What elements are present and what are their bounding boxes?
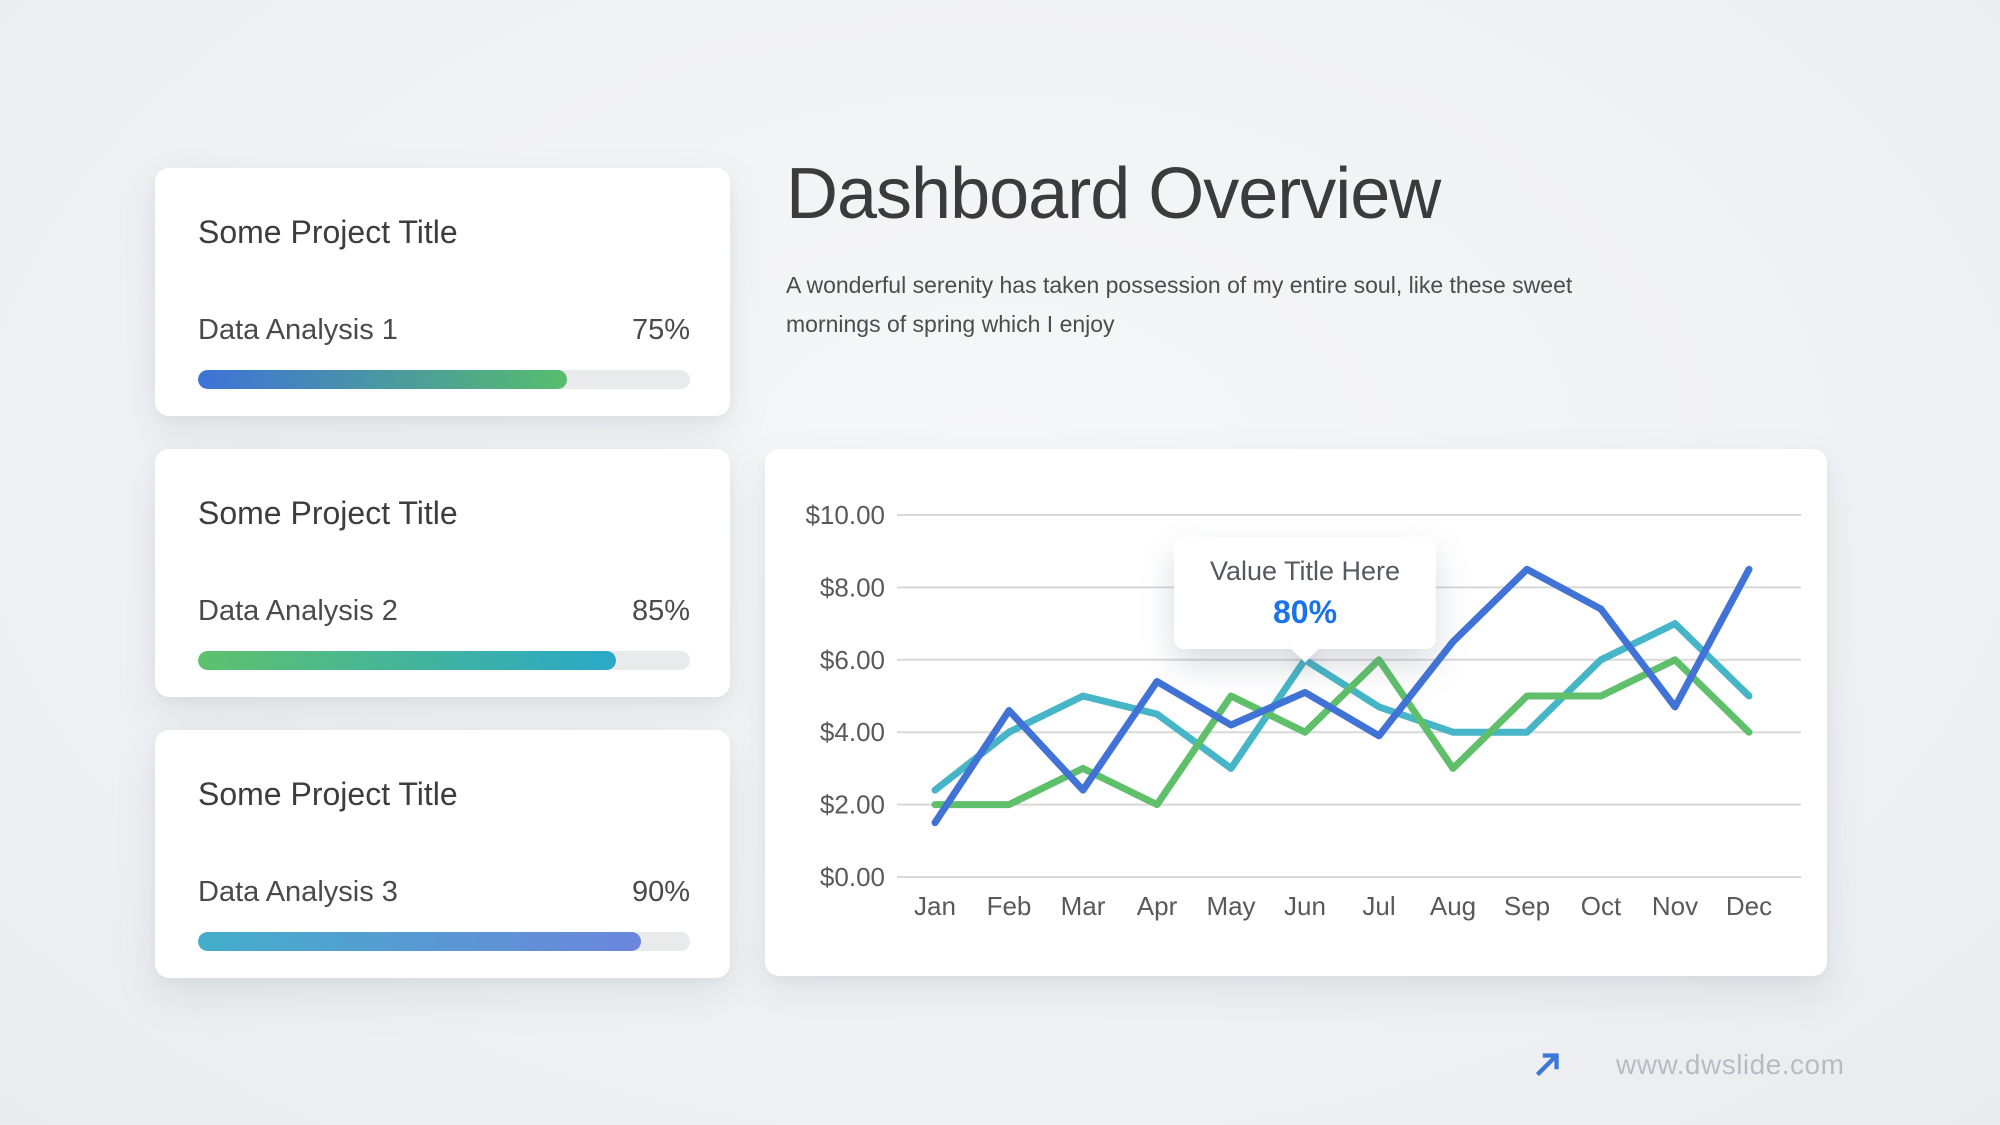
metric-percent: 90% <box>631 876 690 908</box>
svg-text:Jan: Jan <box>914 891 956 921</box>
project-card-1: Some Project Title Data Analysis 1 75% <box>155 168 730 416</box>
series-blue <box>931 565 1753 827</box>
chart-tooltip: Value Title Here 80% <box>1174 537 1436 649</box>
chart-y-tick-labels: $10.00 $8.00 $6.00 $4.00 $2.00 $0.00 <box>805 500 885 892</box>
metric-percent: 85% <box>631 595 690 627</box>
svg-text:Dec: Dec <box>1726 891 1772 921</box>
progress-fill <box>198 651 617 670</box>
chart-x-tick-labels: Jan Feb Mar Apr May Jun Jul Aug Sep Oct Nov Dec <box>914 891 1772 921</box>
svg-text:Jun: Jun <box>1284 891 1326 921</box>
svg-text:$10.00: $10.00 <box>805 500 885 530</box>
svg-text:May: May <box>1206 891 1255 921</box>
svg-text:Mar: Mar <box>1061 891 1106 921</box>
metric-label: Data Analysis 3 <box>198 876 398 908</box>
svg-text:Sep: Sep <box>1504 891 1550 921</box>
progress-track <box>198 932 690 951</box>
chart-card: $10.00 $8.00 $6.00 $4.00 $2.00 $0.00 Jan Feb Ma… <box>765 449 1827 976</box>
metric-label: Data Analysis 1 <box>198 314 398 346</box>
card-title: Some Project Title <box>198 495 458 531</box>
card-title: Some Project Title <box>198 214 458 250</box>
svg-text:$0.00: $0.00 <box>820 862 885 892</box>
svg-text:$4.00: $4.00 <box>820 717 885 747</box>
card-title: Some Project Title <box>198 776 458 812</box>
page-subtitle: A wonderful serenity has taken possessio… <box>786 272 1573 337</box>
progress-fill <box>198 370 567 389</box>
svg-text:Aug: Aug <box>1430 891 1476 921</box>
chart-gridlines <box>897 514 1801 878</box>
tooltip-value: 80% <box>1272 593 1338 630</box>
metric-label: Data Analysis 2 <box>198 595 398 627</box>
card-metric-row: Data Analysis 3 90% <box>198 876 690 909</box>
svg-text:$2.00: $2.00 <box>820 790 885 820</box>
card-metric-row: Data Analysis 1 75% <box>198 314 690 347</box>
svg-text:Jul: Jul <box>1362 891 1395 921</box>
tooltip-title: Value Title Here <box>1209 555 1401 586</box>
svg-text:$8.00: $8.00 <box>820 572 885 602</box>
svg-text:$6.00: $6.00 <box>820 645 885 675</box>
footer: www.dwslide.com <box>1530 1048 1844 1082</box>
project-card-2: Some Project Title Data Analysis 2 85% <box>155 449 730 697</box>
svg-text:Apr: Apr <box>1137 891 1178 921</box>
website-link[interactable]: www.dwslide.com <box>1616 1049 1845 1080</box>
svg-text:Nov: Nov <box>1652 891 1698 921</box>
project-card-3: Some Project Title Data Analysis 3 90% <box>155 730 730 978</box>
page-title: Dashboard Overview <box>786 154 1441 234</box>
series-teal <box>931 620 1753 794</box>
line-chart: $10.00 $8.00 $6.00 $4.00 $2.00 $0.00 Jan Feb Ma… <box>805 500 1801 921</box>
arrow-up-right-icon <box>1535 1053 1559 1077</box>
svg-text:Feb: Feb <box>987 891 1032 921</box>
progress-track <box>198 651 690 670</box>
header: Dashboard Overview A wonderful serenity … <box>786 152 1686 344</box>
metric-percent: 75% <box>631 314 690 346</box>
card-metric-row: Data Analysis 2 85% <box>198 595 690 628</box>
project-cards: Some Project Title Data Analysis 1 75% S… <box>155 168 730 1011</box>
svg-text:Oct: Oct <box>1581 891 1622 921</box>
chart-series-lines <box>931 565 1753 827</box>
progress-track <box>198 370 690 389</box>
progress-fill <box>198 932 641 951</box>
